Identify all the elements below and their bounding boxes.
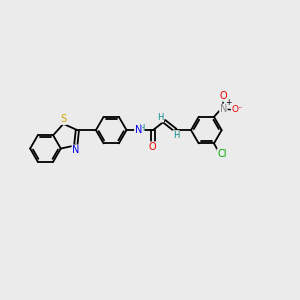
Text: N: N — [72, 145, 80, 155]
Text: H: H — [138, 124, 144, 134]
Text: H: H — [157, 113, 164, 122]
Text: O: O — [219, 91, 226, 101]
Text: +: + — [225, 98, 232, 107]
Text: O⁻: O⁻ — [231, 105, 243, 114]
Text: Cl: Cl — [217, 149, 227, 159]
Text: O: O — [149, 142, 157, 152]
Text: S: S — [60, 115, 66, 124]
Text: H: H — [173, 130, 179, 140]
Text: N: N — [220, 104, 227, 114]
Text: N: N — [135, 125, 142, 135]
